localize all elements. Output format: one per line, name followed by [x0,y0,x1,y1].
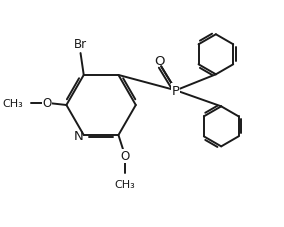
Text: Br: Br [74,38,87,51]
Text: O: O [120,150,130,163]
Text: O: O [154,55,165,68]
Text: O: O [43,97,52,110]
Text: CH₃: CH₃ [115,179,135,189]
Text: P: P [172,84,180,97]
Text: N: N [74,129,84,142]
Text: CH₃: CH₃ [2,99,23,108]
